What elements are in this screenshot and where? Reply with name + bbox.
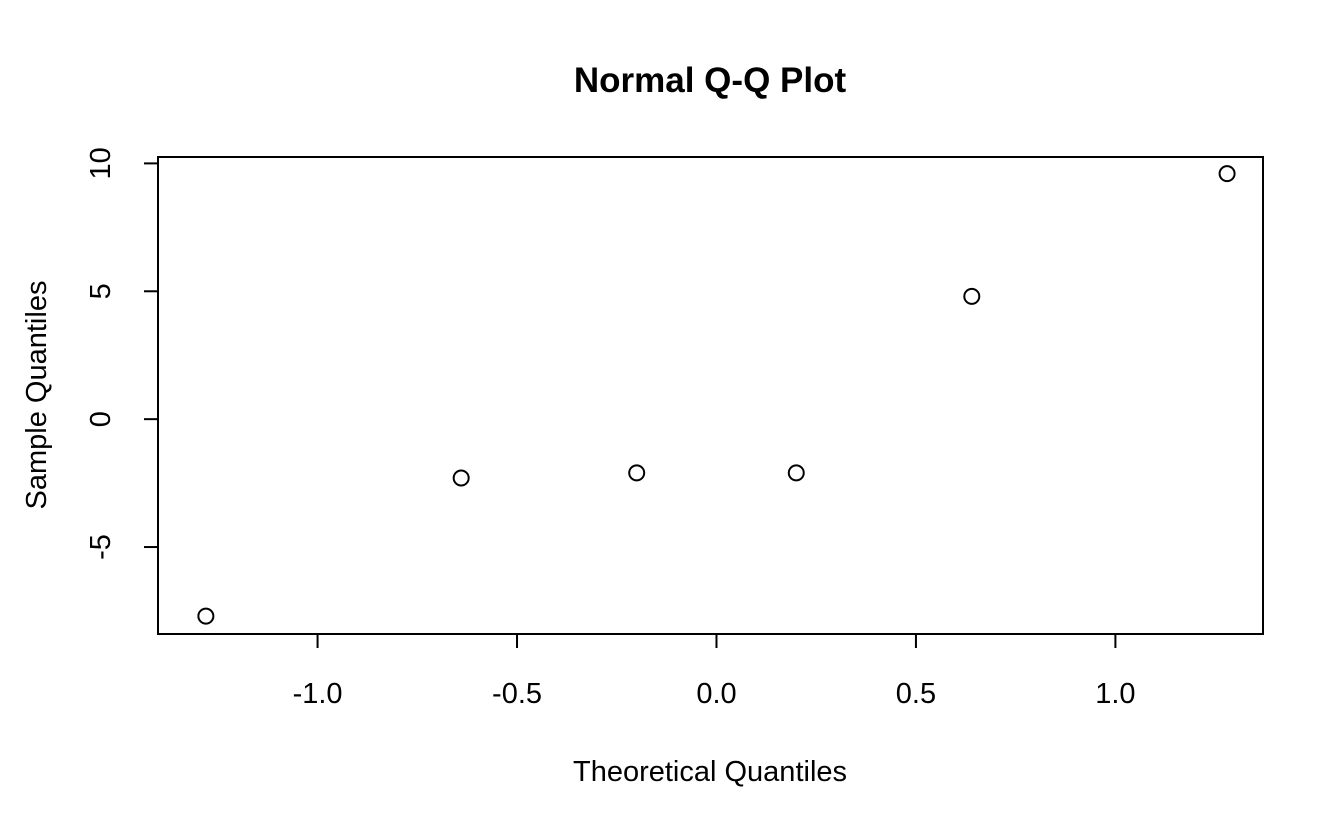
y-tick-label: 10 [85, 147, 117, 179]
y-tick-label: -5 [85, 534, 117, 560]
y-axis-label: Sample Quantiles [21, 281, 53, 510]
x-tick-label: 1.0 [1095, 678, 1135, 710]
data-point [452, 469, 470, 487]
plot-frame [157, 156, 1264, 635]
x-tick-label: 0.5 [896, 678, 936, 710]
data-point [787, 464, 805, 482]
data-points [197, 165, 1236, 625]
data-point [197, 607, 215, 625]
chart-title: Normal Q-Q Plot [574, 61, 847, 100]
x-tick-label: 0.0 [696, 678, 736, 710]
y-tick-label: 5 [85, 283, 117, 299]
data-point [628, 464, 646, 482]
x-axis: -1.0 -0.5 0.0 0.5 1.0 [293, 633, 1136, 710]
y-tick-label: 0 [85, 411, 117, 427]
x-tick-label: -0.5 [492, 678, 542, 710]
x-axis-label: Theoretical Quantiles [573, 756, 847, 788]
data-point [963, 287, 981, 305]
data-point [1218, 165, 1236, 183]
y-axis: -5 0 5 10 [85, 147, 159, 560]
x-tick-label: -1.0 [293, 678, 343, 710]
